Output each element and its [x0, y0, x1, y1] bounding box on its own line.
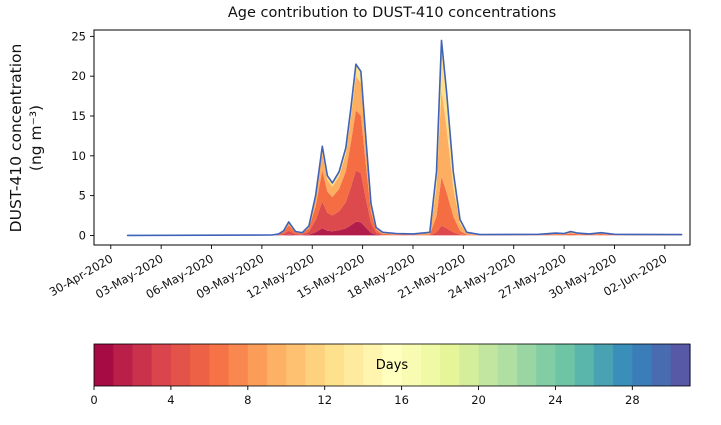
colorbar-segment	[497, 344, 518, 386]
y-tick-label: 25	[71, 29, 86, 43]
plot-border	[93, 29, 691, 246]
colorbar-segment	[324, 344, 345, 386]
area-band-age-6-9-days	[127, 110, 682, 236]
colorbar-tick-label: 12	[317, 393, 332, 407]
colorbar-tick-label: 24	[548, 393, 563, 407]
colorbar-segment	[247, 344, 268, 386]
y-tick-label: 20	[71, 69, 86, 83]
colorbar-segment	[228, 344, 249, 386]
colorbar-segment	[670, 344, 691, 386]
colorbar-segment	[516, 344, 537, 386]
colorbar-segment	[632, 344, 653, 386]
colorbar-tick-label: 8	[244, 393, 251, 407]
colorbar-segment	[151, 344, 172, 386]
colorbar-segment	[536, 344, 557, 386]
colorbar-segment	[613, 344, 633, 386]
y-tick-label: 10	[71, 149, 86, 163]
colorbar-segment	[190, 344, 210, 386]
colorbar-segment	[305, 344, 326, 386]
colorbar-segment	[420, 344, 441, 386]
colorbar-segment	[170, 344, 191, 386]
colorbar-segment	[267, 344, 287, 386]
area-band-age-9-14-days	[127, 76, 682, 236]
colorbar-tick-label: 20	[471, 393, 486, 407]
y-tick-label: 15	[71, 109, 86, 123]
colorbar-segment	[113, 344, 134, 386]
colorbar-segment	[286, 344, 307, 386]
colorbar-tick-label: 16	[394, 393, 409, 407]
colorbar-segment	[94, 344, 114, 386]
y-tick-label: 0	[79, 228, 86, 242]
colorbar-tick-label: 28	[625, 393, 640, 407]
colorbar-tick-label: 4	[167, 393, 174, 407]
area-band-age-3-6-days	[127, 170, 682, 236]
y-axis-label-line1: DUST-410 concentration	[7, 43, 25, 233]
colorbar-segment	[132, 344, 153, 386]
colorbar-border	[93, 343, 691, 387]
area-band-age-14-20-days	[127, 40, 682, 236]
total-line	[126, 39, 683, 237]
y-tick-label: 5	[79, 189, 86, 203]
colorbar-segment	[574, 344, 595, 386]
colorbar-tick-label: 0	[90, 393, 97, 407]
colorbar-segment	[440, 344, 460, 386]
colorbar-segment	[478, 344, 499, 386]
colorbar-segment	[555, 344, 576, 386]
colorbar-segment	[382, 344, 403, 386]
chart-title: Age contribution to DUST-410 concentrati…	[227, 5, 557, 21]
y-axis-label-line2: (ng m⁻³)	[27, 104, 46, 172]
colorbar-segment	[459, 344, 480, 386]
colorbar-segment	[363, 344, 383, 386]
colorbar-segment	[343, 344, 364, 386]
colorbar-segment	[651, 344, 672, 386]
colorbar-segment	[401, 344, 422, 386]
y-axis-label: DUST-410 concentration (ng m⁻³)	[6, 0, 50, 278]
colorbar-segment	[209, 344, 230, 386]
colorbar-segment	[593, 344, 614, 386]
